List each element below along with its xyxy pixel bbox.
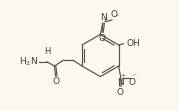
Text: ·⁻: ·⁻ [131, 73, 137, 79]
Text: N: N [117, 78, 124, 87]
Text: ·⁻: ·⁻ [113, 14, 120, 20]
Text: H$_2$N: H$_2$N [19, 55, 38, 68]
Text: H: H [44, 47, 50, 56]
Text: O: O [99, 34, 106, 43]
Text: N: N [100, 13, 106, 22]
Text: OH: OH [127, 39, 141, 48]
Text: O: O [128, 78, 135, 87]
Text: +: + [120, 73, 126, 78]
Text: +: + [103, 17, 108, 22]
Text: O: O [117, 88, 124, 97]
Text: O: O [110, 10, 117, 19]
Text: O: O [53, 77, 60, 86]
